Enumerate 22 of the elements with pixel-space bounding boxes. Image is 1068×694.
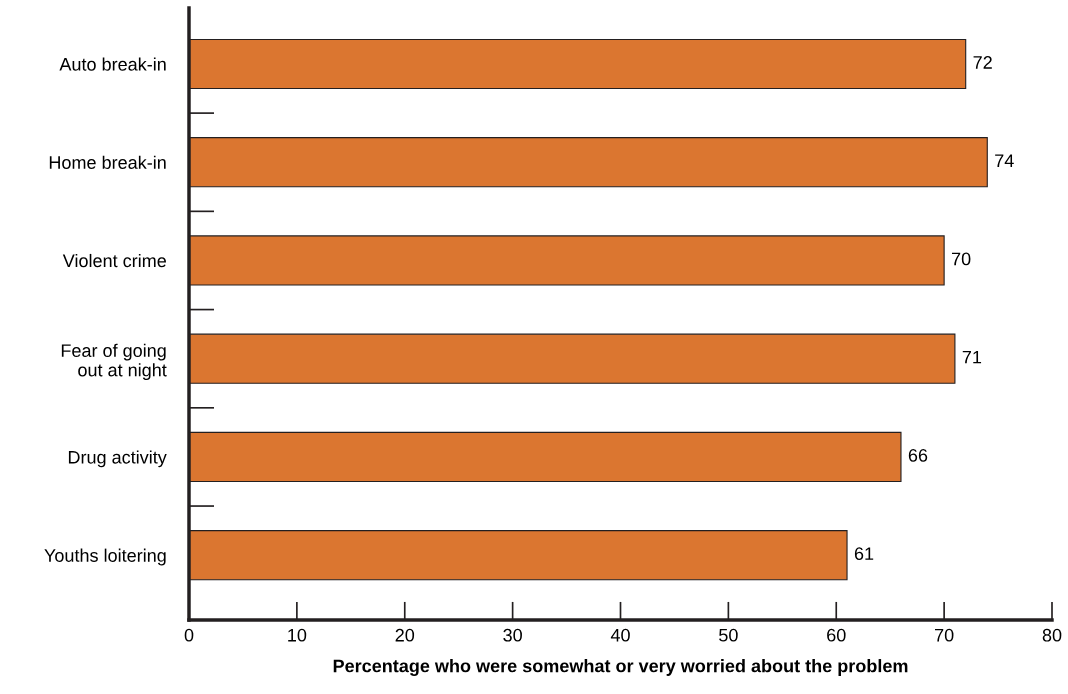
data-label: 66 xyxy=(908,448,928,462)
y-tick-label: Auto break-in xyxy=(59,57,166,71)
x-axis-title: Percentage who were somewhat or very worried about the problem xyxy=(333,659,908,676)
y-tick-label: Violent crime xyxy=(62,253,166,268)
x-tick-label: 50 xyxy=(719,628,738,642)
y-tick-label: Drug activity xyxy=(68,450,167,468)
data-label: 72 xyxy=(973,56,992,69)
y-tick-label: Fear of going out at night xyxy=(61,343,167,381)
x-tick-label: 30 xyxy=(503,628,522,642)
x-tick-label: 20 xyxy=(395,628,415,642)
x-tick-label: 60 xyxy=(827,628,846,642)
data-label: 70 xyxy=(951,252,971,266)
x-tick-label: 10 xyxy=(288,628,307,642)
data-label: 61 xyxy=(854,547,874,561)
y-tick-label: Home break-in xyxy=(49,155,166,169)
x-tick-label: 70 xyxy=(935,628,954,642)
data-label: 71 xyxy=(962,350,982,364)
x-tick-label: 0 xyxy=(184,628,194,642)
data-label: 74 xyxy=(995,154,1014,167)
x-tick-label: 40 xyxy=(610,628,630,642)
x-tick-label: 80 xyxy=(1042,628,1062,642)
y-tick-label: Youths loitering xyxy=(44,548,166,566)
